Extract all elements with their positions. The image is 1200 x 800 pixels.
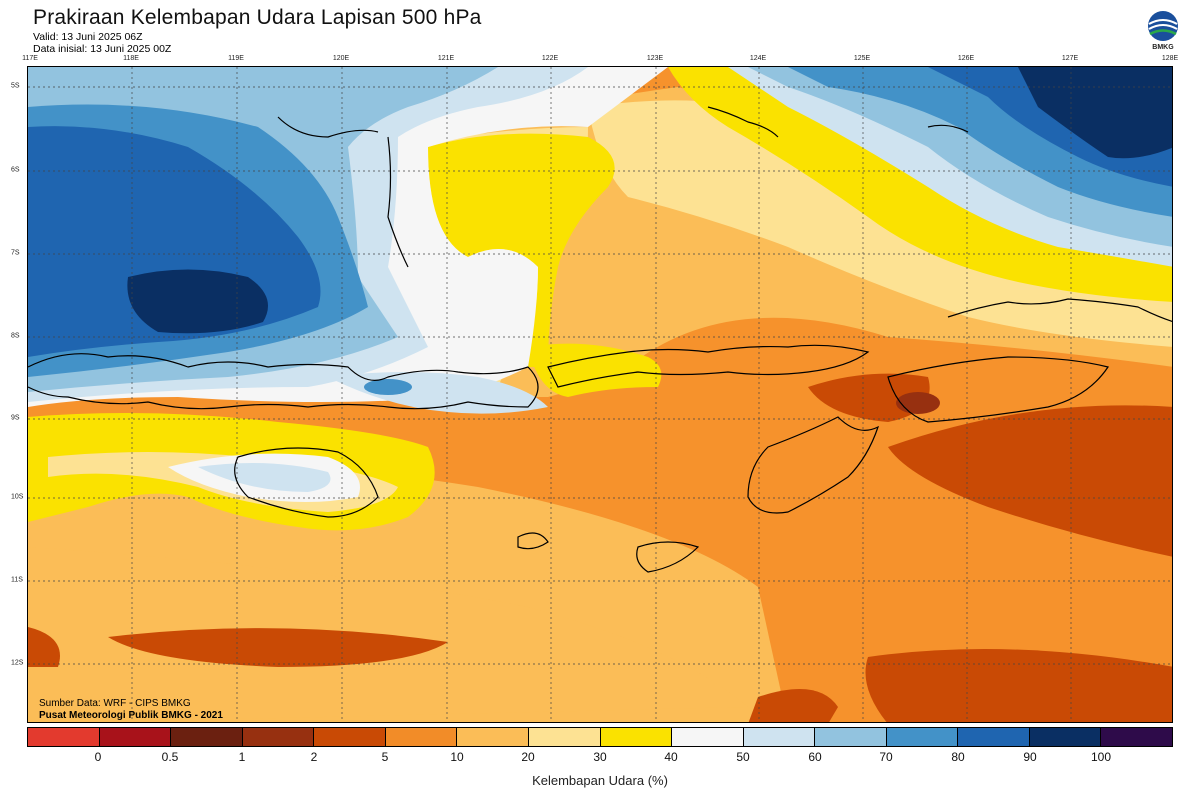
colorbar-seg	[1101, 728, 1172, 746]
colorbar-seg	[672, 728, 744, 746]
initial-time: Data inisial: 13 Juni 2025 00Z	[33, 43, 172, 55]
lon-label: 124E	[749, 55, 767, 62]
colorbar-title: Kelembapan Udara (%)	[532, 773, 668, 788]
colorbar-label: 20	[521, 750, 535, 764]
colorbar-label: 0	[94, 750, 102, 764]
lon-label: 128E	[1161, 55, 1179, 62]
valid-time: Valid: 13 Juni 2025 06Z	[33, 31, 143, 43]
lat-label: 6S	[11, 166, 20, 174]
colorbar-label: 50	[736, 750, 750, 764]
colorbar-seg	[99, 728, 172, 746]
lat-label: 12S	[11, 659, 24, 667]
lon-label: 121E	[437, 55, 455, 62]
credit-org: Pusat Meteorologi Publik BMKG - 2021	[39, 710, 223, 721]
grid-lines	[28, 67, 1172, 722]
bmkg-logo-icon	[1148, 11, 1178, 41]
lat-label: 11S	[11, 576, 23, 584]
colorbar-seg	[886, 728, 959, 746]
colorbar-label: 30	[593, 750, 607, 764]
colorbar-label: 40	[664, 750, 678, 764]
lat-label: 8S	[11, 332, 20, 340]
lat-label: 5S	[11, 82, 20, 90]
lon-label: 123E	[646, 55, 664, 62]
logo-text: BMKG	[1152, 44, 1174, 51]
colorbar-label: 2	[310, 750, 318, 764]
colorbar-seg	[242, 728, 315, 746]
colorbar-seg	[815, 728, 887, 746]
lon-label: 117E	[22, 55, 38, 62]
colorbar-seg	[743, 728, 816, 746]
credit-source: Sumber Data: WRF - CIPS BMKG	[39, 698, 191, 709]
lon-label: 120E	[332, 55, 350, 62]
colorbar-seg	[528, 728, 601, 746]
humidity-map[interactable]: Sumber Data: WRF - CIPS BMKG Pusat Meteo…	[27, 66, 1173, 723]
colorbar-seg	[314, 728, 386, 746]
colorbar-label: 60	[808, 750, 822, 764]
colorbar-seg	[385, 728, 458, 746]
humidity-field: Sumber Data: WRF - CIPS BMKG Pusat Meteo…	[28, 67, 1172, 722]
colorbar-seg	[1029, 728, 1102, 746]
colorbar-label: 1	[238, 750, 246, 764]
colorbar-label: 5	[381, 750, 389, 764]
colorbar-seg	[457, 728, 529, 746]
lon-label: 119E	[228, 55, 244, 62]
map-title: Prakiraan Kelembapan Udara Lapisan 500 h…	[33, 6, 482, 29]
lon-label: 127E	[1061, 55, 1079, 62]
colorbar-seg	[958, 728, 1030, 746]
colorbar-seg	[600, 728, 673, 746]
lon-label: 118E	[123, 55, 139, 62]
lon-label: 122E	[541, 55, 559, 62]
colorbar-label: 100	[1090, 750, 1112, 764]
coastlines	[28, 106, 1172, 573]
colorbar	[27, 727, 1173, 747]
colorbar-label: 10	[450, 750, 464, 764]
colorbar-seg	[28, 728, 100, 746]
colorbar-label: 70	[879, 750, 893, 764]
colorbar-label: 0.5	[161, 750, 179, 764]
lat-label: 7S	[11, 249, 20, 257]
lat-label: 9S	[11, 414, 20, 422]
colorbar-label: 90	[1023, 750, 1037, 764]
colorbar-seg	[171, 728, 243, 746]
lon-label: 125E	[853, 55, 871, 62]
colorbar-label: 80	[951, 750, 965, 764]
lat-label: 10S	[11, 493, 24, 501]
lon-label: 126E	[957, 55, 975, 62]
